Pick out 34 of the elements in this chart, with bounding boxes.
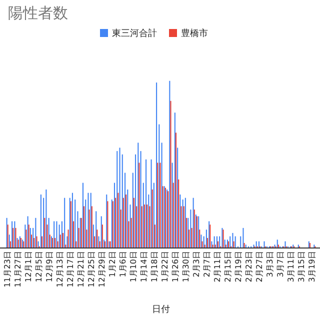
x-tick-label: 2月11日 <box>212 251 222 282</box>
x-tick-label: 1月2日 <box>108 251 117 278</box>
x-tick-label: 3月19日 <box>308 251 317 282</box>
x-tick-label: 1月6日 <box>118 251 128 278</box>
x-tick-label: 3月15日 <box>297 251 306 282</box>
chart-title: 陽性者数 <box>8 4 68 22</box>
x-tick-label: 1月22日 <box>160 251 170 282</box>
legend-label: 東三河合計 <box>112 28 157 39</box>
x-tick-label: 2月7日 <box>202 251 212 278</box>
x-tick-label: 12月1日 <box>24 251 33 282</box>
x-tick-label: 1月26日 <box>170 251 180 282</box>
x-tick-label: 3月7日 <box>276 251 286 278</box>
x-tick-label: 2月23日 <box>244 251 254 282</box>
x-tick-label: 1月10日 <box>128 251 138 282</box>
x-tick-label: 12月5日 <box>34 251 44 282</box>
legend-label: 豊橋市 <box>181 28 208 39</box>
x-tick-label: 3月11日 <box>286 251 296 282</box>
x-tick-label: 2月15日 <box>223 251 232 282</box>
x-tick-label: 3月3日 <box>266 251 275 278</box>
x-axis-title: 日付 <box>152 304 170 315</box>
x-tick-label: 1月14日 <box>139 251 148 282</box>
x-tick-label: 12月13日 <box>55 251 64 288</box>
x-tick-label: 12月29日 <box>97 251 106 288</box>
x-tick-label: 11月27日 <box>13 251 22 288</box>
x-tick-label: 1月18日 <box>150 251 159 282</box>
x-tick-label: 12月21日 <box>76 251 86 288</box>
x-tick-label: 2月27日 <box>255 251 264 282</box>
x-tick-label: 2月3日 <box>192 251 201 278</box>
x-tick-label: 2月19日 <box>234 251 243 282</box>
x-tick-label: 1月30日 <box>181 251 190 282</box>
x-tick-label: 12月9日 <box>44 251 54 282</box>
x-tick-label: 11月23日 <box>2 251 12 288</box>
x-tick-label: 12月17日 <box>66 251 75 288</box>
x-tick-label: 12月25日 <box>86 251 96 288</box>
